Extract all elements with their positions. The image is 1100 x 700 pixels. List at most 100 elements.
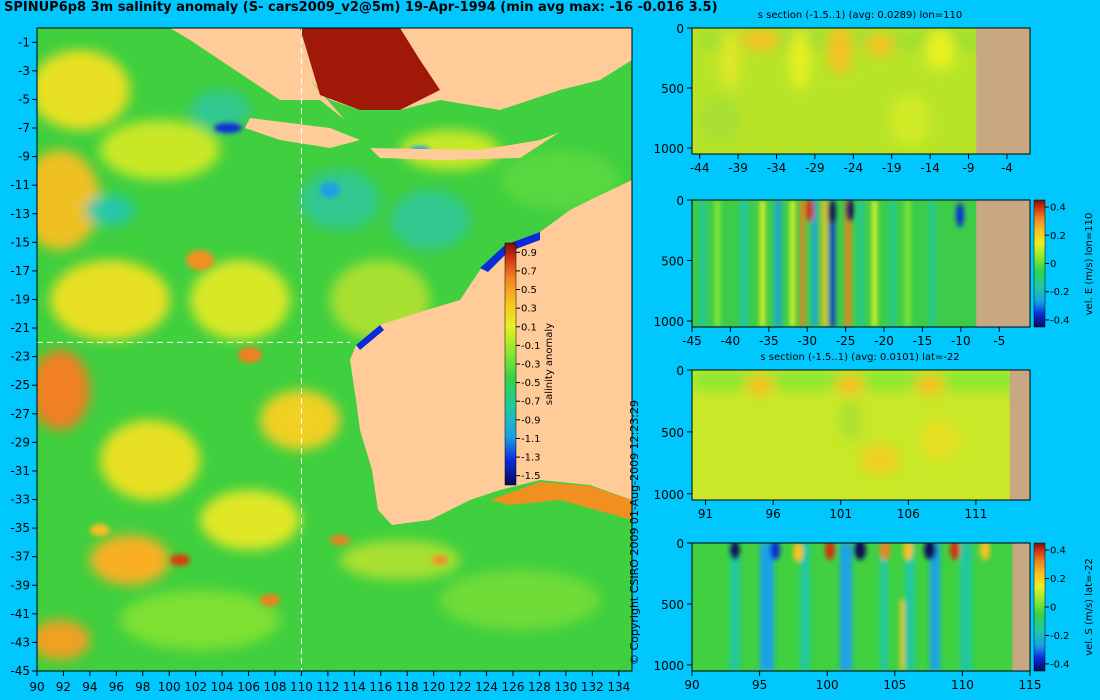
map-y-tick-label: -31 xyxy=(10,464,30,478)
map-colorbar-tick-label: -0.5 xyxy=(521,378,541,389)
south-coast-warm xyxy=(490,482,632,520)
map-y-tick-label: -41 xyxy=(10,607,30,621)
map-x-tick-label: 100 xyxy=(158,680,181,694)
section-x-tick-label: -30 xyxy=(797,334,817,348)
map-y-axis: -1 -3 -5 -7 -9 -11 -13 -15 -17 -19 -21 -23 -25 -27 -29… xyxy=(10,35,37,678)
section-x-tick-label: 110 xyxy=(951,678,974,692)
section2-colorbar-label: vel. E (m/s) lon=110 xyxy=(1084,213,1095,316)
section-x-tick-label: 91 xyxy=(698,507,713,521)
map-x-tick-label: 122 xyxy=(449,680,472,694)
section-colorbar-tick-label: -0.2 xyxy=(1050,287,1070,298)
map-x-tick-label: 110 xyxy=(290,680,313,694)
map-x-tick-label: 114 xyxy=(343,680,366,694)
section-y-tick-label: 0 xyxy=(676,194,684,208)
section-x-tick-label: -10 xyxy=(951,334,971,348)
map-y-tick-label: -15 xyxy=(10,235,30,249)
section2-plot xyxy=(692,200,1030,327)
copyright-notice: © Copyright CSIRO 2009 01-Aug-2009 12:23… xyxy=(628,399,641,665)
map-y-tick-label: -37 xyxy=(10,550,30,564)
land-masses xyxy=(170,28,632,525)
map-x-tick-label: 130 xyxy=(554,680,577,694)
section-x-tick-label: -40 xyxy=(721,334,741,348)
section1-axes: -44 -39 -34 -29 -24 -19 -14 -9 -4 0 500 1000 xyxy=(653,22,1012,175)
map-x-tick-label: 94 xyxy=(82,680,97,694)
section-x-tick-label: 106 xyxy=(897,507,920,521)
section1-title: s section (-1.5..1) (avg: 0.0289) lon=11… xyxy=(758,10,962,21)
map-x-tick-label: 112 xyxy=(316,680,339,694)
section-y-tick-label: 1000 xyxy=(653,488,684,502)
map-x-tick-label: 132 xyxy=(581,680,604,694)
map-x-tick-label: 134 xyxy=(607,680,630,694)
section-x-tick-label: 115 xyxy=(1019,678,1042,692)
section2-colorbar: 0.4 0.2 0 -0.2 -0.4 vel. E (m/s) lon=110 xyxy=(1033,199,1095,328)
map-x-tick-label: 90 xyxy=(29,680,44,694)
section2-land xyxy=(976,200,1030,327)
map-colorbar-label: salinity anomaly xyxy=(544,323,555,405)
section-x-tick-label: -4 xyxy=(1001,161,1013,175)
section-x-tick-label: -15 xyxy=(913,334,933,348)
salinity-anomaly-blobs xyxy=(37,50,620,660)
java-land xyxy=(245,118,360,148)
map-y-tick-label: -25 xyxy=(10,378,30,392)
section-colorbar-tick-label: -0.2 xyxy=(1050,631,1070,642)
section-x-tick-label: -20 xyxy=(874,334,894,348)
section4-colorbar: 0.4 0.2 0 -0.2 -0.4 vel. S (m/s) lat=-22 xyxy=(1033,542,1095,672)
map-colorbar-tick-label: -1.3 xyxy=(521,453,541,464)
section-x-tick-label: 111 xyxy=(964,507,987,521)
section-colorbar-tick-label: -0.4 xyxy=(1050,315,1070,326)
section-y-tick-label: 1000 xyxy=(653,142,684,156)
map-colorbar-tick-label: 0.9 xyxy=(521,248,537,259)
map-x-tick-label: 124 xyxy=(475,680,498,694)
section-y-tick-label: 500 xyxy=(661,426,684,440)
map-colorbar-tick-label: 0.1 xyxy=(521,322,537,333)
map-x-tick-label: 118 xyxy=(396,680,419,694)
map-colorbar-tick-label: -1.1 xyxy=(521,434,541,445)
map-colorbar-tick-label: -1.5 xyxy=(521,471,541,482)
section-x-tick-label: -45 xyxy=(682,334,702,348)
coast-low-salinity xyxy=(480,232,540,272)
section-x-tick-label: 90 xyxy=(684,678,699,692)
section-colorbar-tick-label: 0 xyxy=(1050,603,1056,614)
section4-land xyxy=(1012,543,1030,671)
map-y-tick-label: -23 xyxy=(10,350,30,364)
section-y-tick-label: 0 xyxy=(676,364,684,378)
section-y-tick-label: 0 xyxy=(676,537,684,551)
map-x-axis: 90 92 94 96 98 100 102 104 106 108 110 112 114 116 118… xyxy=(29,671,630,694)
map-y-tick-label: -27 xyxy=(10,407,30,421)
map-y-tick-label: -33 xyxy=(10,493,30,507)
section-colorbar-tick-label: -0.4 xyxy=(1050,659,1070,670)
section-x-tick-label: -35 xyxy=(759,334,779,348)
section-x-tick-label: -19 xyxy=(882,161,902,175)
section-x-tick-label: -24 xyxy=(844,161,864,175)
map-y-tick-label: -19 xyxy=(10,292,30,306)
section-x-tick-label: 101 xyxy=(829,507,852,521)
map-y-tick-label: -45 xyxy=(10,664,30,678)
map-frame xyxy=(36,27,633,672)
map-y-tick-label: -43 xyxy=(10,635,30,649)
section-x-tick-label: -9 xyxy=(963,161,975,175)
nusa-tenggara-land xyxy=(370,132,560,160)
map-y-tick-label: -21 xyxy=(10,321,30,335)
map-x-tick-label: 120 xyxy=(422,680,445,694)
section-y-tick-label: 0 xyxy=(676,22,684,36)
map-y-tick-label: -7 xyxy=(18,121,30,135)
section3-land xyxy=(1009,370,1030,500)
section3-plot xyxy=(692,370,1030,500)
figure-title: SPINUP6p8 3m salinity anomaly (S- cars20… xyxy=(4,0,718,15)
map-colorbar-tick-label: 0.5 xyxy=(521,285,537,296)
section-x-tick-label: -34 xyxy=(767,161,787,175)
map-colorbar-tick-label: -0.7 xyxy=(521,397,541,408)
java-sea-high-salinity xyxy=(300,28,440,110)
section4-plot xyxy=(692,543,1030,671)
map-colorbar-ticks: 0.9 0.7 0.5 0.3 0.1 -0.1 -0.3 -0.5 -0.7 -0.9 -1.1 -… xyxy=(516,248,541,482)
section-x-tick-label: 96 xyxy=(765,507,780,521)
section4-axes: 90 95 100 105 110 115 0 500 1000 xyxy=(653,537,1041,692)
section1-land xyxy=(976,28,1030,154)
salinity-map xyxy=(37,28,632,671)
map-colorbar-tick-label: 0.3 xyxy=(521,304,537,315)
section1-plot xyxy=(692,28,1030,154)
section2-axes: -45 -40 -35 -30 -25 -20 -15 -10 -5 0 500 1000 xyxy=(653,194,1005,348)
section-x-tick-label: -5 xyxy=(993,334,1005,348)
map-y-tick-label: -9 xyxy=(18,150,30,164)
